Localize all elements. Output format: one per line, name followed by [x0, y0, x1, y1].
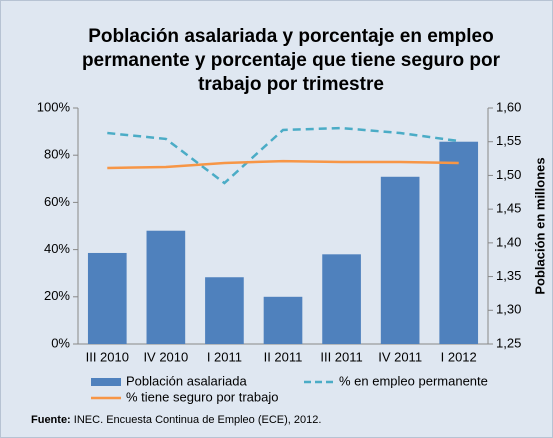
y-tick-label: 0%: [51, 335, 70, 350]
y-tick-label: 60%: [44, 194, 70, 209]
bar: [146, 230, 186, 344]
x-tick-label: I 2011: [207, 349, 242, 364]
x-tick-label: I 2012: [441, 349, 477, 364]
source-label: Fuente:: [31, 414, 71, 426]
legend-label: Población asalariada: [126, 373, 247, 388]
y2-tick-label: 1,45: [496, 201, 521, 216]
legend-swatch: [91, 378, 121, 386]
y2-tick-label: 1,50: [496, 167, 521, 182]
line: [107, 126, 459, 185]
chart-title: Población asalariada y porcentaje en emp…: [81, 26, 501, 95]
bar: [87, 252, 127, 344]
x-tick-label: III 2011: [320, 349, 362, 364]
y2-tick-label: 1,40: [496, 234, 521, 249]
bar: [439, 141, 479, 344]
x-tick-label: III 2010: [86, 349, 129, 364]
source-text: INEC. Encuesta Continua de Empleo (ECE),…: [73, 414, 322, 426]
bar: [322, 254, 361, 344]
x-tick-label: II 2011: [264, 349, 303, 364]
y2-tick-label: 1,55: [496, 133, 521, 148]
bar: [380, 176, 420, 344]
y2-tick-label: 1,30: [496, 302, 521, 317]
y2-tick-label: 1,60: [496, 99, 521, 114]
y2-tick-label: 1,35: [496, 268, 521, 283]
y-tick-label: 40%: [44, 241, 70, 256]
y2-tick-label: 1,25: [496, 335, 521, 350]
x-tick-label: IV 2010: [143, 349, 188, 364]
y-tick-label: 20%: [44, 288, 70, 303]
y2-axis-label: Población en millones: [532, 157, 547, 294]
x-tick-label: IV 2011: [378, 349, 422, 364]
legend-label: % tiene seguro por trabajo: [126, 389, 278, 404]
legend-label: % en empleo permanente: [339, 373, 488, 388]
y-tick-label: 100%: [37, 99, 71, 114]
bar: [263, 296, 303, 344]
y-tick-label: 80%: [44, 147, 70, 162]
bar: [205, 277, 244, 344]
line: [107, 159, 459, 170]
source: Fuente: INEC. Encuesta Continua de Emple…: [31, 414, 321, 426]
